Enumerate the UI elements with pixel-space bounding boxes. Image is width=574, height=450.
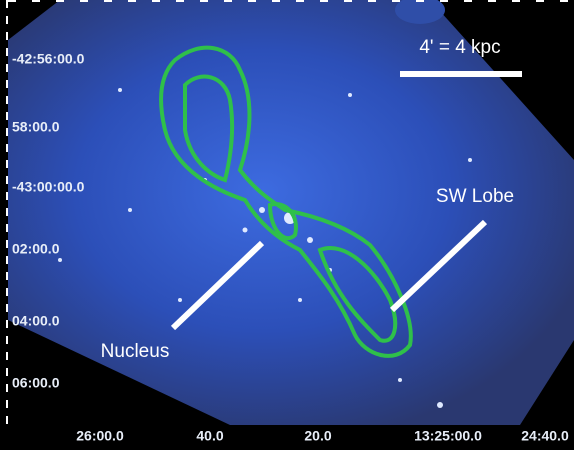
- ra-label: 13:25:00.0: [414, 428, 482, 444]
- dec-label: 06:00.0: [12, 375, 60, 391]
- image: 4' = 4 kpc SW Lobe Nucleus -42:56:00.0 58…: [0, 0, 574, 450]
- lobe-label: SW Lobe: [436, 186, 514, 207]
- ra-label: 24:40.0: [521, 428, 569, 444]
- scale-label: 4' = 4 kpc: [419, 37, 500, 58]
- dec-label: 02:00.0: [12, 241, 60, 257]
- dec-label: -42:56:00.0: [12, 51, 85, 67]
- dec-label: 04:00.0: [12, 313, 60, 329]
- ra-label: 40.0: [196, 428, 223, 444]
- ra-label: 26:00.0: [76, 428, 124, 444]
- nucleus-label: Nucleus: [101, 341, 170, 362]
- dec-label: -43:00:00.0: [12, 179, 85, 195]
- ra-label: 20.0: [304, 428, 331, 444]
- dec-label: 58:00.0: [12, 119, 60, 135]
- page: 4' = 4 kpc SW Lobe Nucleus -42:56:00.0 58…: [0, 0, 574, 450]
